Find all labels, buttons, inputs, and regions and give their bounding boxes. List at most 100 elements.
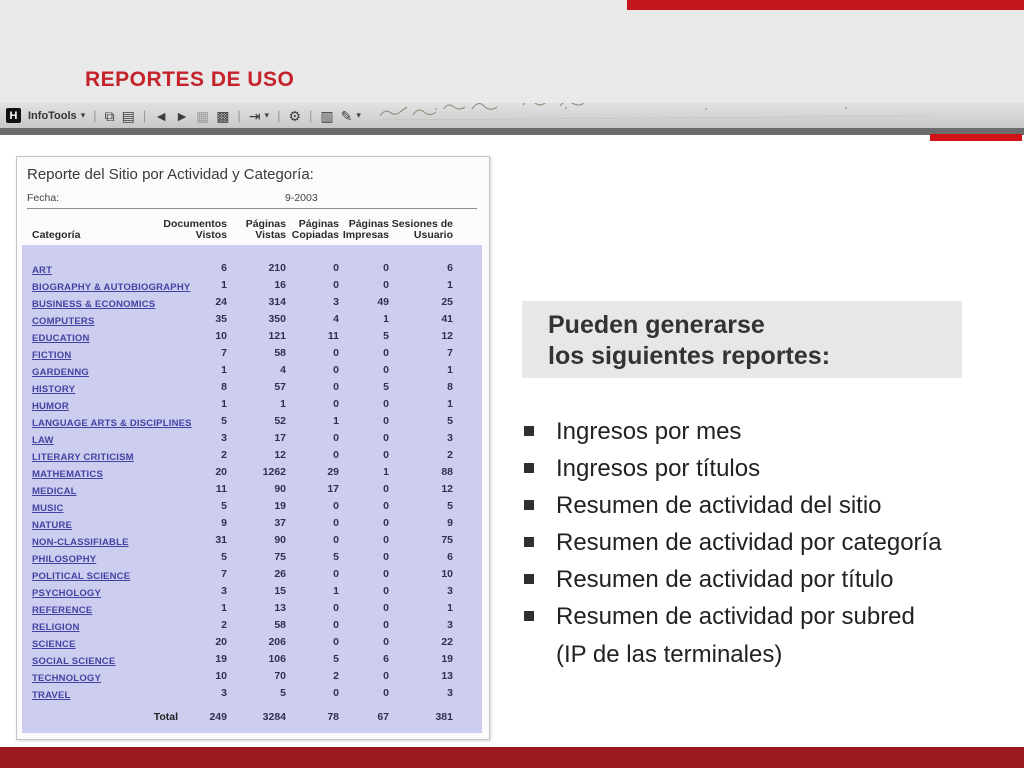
- documentos-vistos-value: 5: [221, 500, 227, 512]
- handwriting-decoration: [376, 103, 1018, 128]
- category-link[interactable]: MUSIC: [32, 503, 64, 514]
- bullet-square-icon: [524, 537, 534, 547]
- paginas-impresas-value: 49: [377, 296, 389, 308]
- bullet-items: Ingresos por mes Ingresos por títulos Re…: [524, 414, 994, 636]
- callout-line-1: Pueden generarse: [548, 311, 765, 339]
- documentos-vistos-value: 3: [221, 585, 227, 597]
- bullet-text: Ingresos por títulos: [556, 455, 761, 482]
- category-link[interactable]: FICTION: [32, 350, 72, 361]
- table-row: HUMOR 1 1 0 0 1: [22, 396, 482, 413]
- paginas-vistas-value: 17: [274, 432, 286, 444]
- category-link[interactable]: TECHNOLOGY: [32, 673, 102, 684]
- table-row: ART 6 210 0 0 6: [22, 260, 482, 277]
- tools-icon[interactable]: ⚙: [288, 107, 302, 124]
- paginas-impresas-value: 0: [383, 636, 389, 648]
- category-link[interactable]: NATURE: [32, 520, 73, 531]
- export-icon[interactable]: ⇥: [248, 107, 261, 124]
- category-link[interactable]: GARDENNG: [32, 367, 90, 378]
- table-row: LITERARY CRITICISM 2 12 0 0 2: [22, 447, 482, 464]
- paginas-vistas-value: 16: [274, 279, 286, 291]
- column-header-categoria: Categoría: [32, 229, 81, 241]
- sesiones-value: 6: [447, 551, 453, 563]
- category-link[interactable]: LANGUAGE ARTS & DISCIPLINES: [32, 418, 192, 429]
- paginas-copiadas-value: 0: [333, 347, 339, 359]
- pen-icon[interactable]: ✎: [340, 107, 353, 124]
- paginas-vistas-value: 58: [274, 347, 286, 359]
- table-row: COMPUTERS 35 350 4 1 41: [22, 311, 482, 328]
- category-link[interactable]: REFERENCE: [32, 605, 93, 616]
- category-link[interactable]: MATHEMATICS: [32, 469, 103, 480]
- bullet-continuation: (IP de las terminales): [556, 641, 783, 668]
- book-icon[interactable]: ▥: [320, 107, 334, 124]
- table-row: HISTORY 8 57 0 5 8: [22, 379, 482, 396]
- category-link[interactable]: POLITICAL SCIENCE: [32, 571, 131, 582]
- image-icon[interactable]: ▦: [195, 107, 210, 124]
- category-link[interactable]: COMPUTERS: [32, 316, 95, 327]
- paginas-copiadas-value: 1: [333, 585, 339, 597]
- sesiones-value: 22: [441, 636, 453, 648]
- bullet-square-icon: [524, 500, 534, 510]
- bullet-list: Ingresos por mes Ingresos por títulos Re…: [524, 414, 994, 673]
- slide-title: REPORTES DE USO: [85, 68, 295, 91]
- category-link[interactable]: LAW: [32, 435, 54, 446]
- copy-icon[interactable]: ⧉: [104, 107, 115, 124]
- paginas-impresas-value: 0: [383, 347, 389, 359]
- paginas-copiadas-value: 4: [333, 313, 339, 325]
- paginas-copiadas-value: 0: [333, 381, 339, 393]
- category-link[interactable]: TRAVEL: [32, 690, 71, 701]
- total-row: Total 249 3284 78 67 381: [22, 709, 482, 726]
- documentos-vistos-value: 24: [215, 296, 227, 308]
- paginas-impresas-value: 5: [383, 381, 389, 393]
- category-link[interactable]: BIOGRAPHY & AUTOBIOGRAPHY: [32, 282, 191, 293]
- category-link[interactable]: BUSINESS & ECONOMICS: [32, 299, 156, 310]
- sesiones-value: 75: [441, 534, 453, 546]
- sesiones-value: 3: [447, 619, 453, 631]
- paginas-vistas-value: 1262: [262, 466, 286, 478]
- category-link[interactable]: ART: [32, 265, 53, 276]
- category-link[interactable]: PSYCHOLOGY: [32, 588, 102, 599]
- category-link[interactable]: MEDICAL: [32, 486, 77, 497]
- category-link[interactable]: PHILOSOPHY: [32, 554, 97, 565]
- category-link[interactable]: HISTORY: [32, 384, 76, 395]
- paginas-vistas-value: 5: [280, 687, 286, 699]
- chevron-down-icon[interactable]: ▾: [80, 110, 86, 120]
- chevron-down-icon[interactable]: ▾: [264, 110, 270, 120]
- report-rows: ART 6 210 0 0 6 BIOGRAPHY & AUTOBIOGRAPH…: [22, 260, 482, 702]
- paginas-impresas-value: 0: [383, 602, 389, 614]
- category-link[interactable]: NON-CLASSIFIABLE: [32, 537, 129, 548]
- sesiones-value: 9: [447, 517, 453, 529]
- paginas-impresas-value: 0: [383, 619, 389, 631]
- bullet-text: Resumen de actividad por categoría: [556, 529, 942, 556]
- category-link[interactable]: SOCIAL SCIENCE: [32, 656, 116, 667]
- documentos-vistos-value: 11: [215, 483, 227, 495]
- paginas-copiadas-value: 0: [333, 449, 339, 461]
- documentos-vistos-value: 2: [221, 449, 227, 461]
- back-icon[interactable]: ◄: [154, 107, 169, 124]
- chevron-down-icon[interactable]: ▾: [356, 110, 361, 120]
- category-link[interactable]: EDUCATION: [32, 333, 90, 344]
- red-accent-bar: [930, 134, 1022, 141]
- documentos-vistos-value: 1: [221, 279, 227, 291]
- paginas-impresas-value: 0: [383, 687, 389, 699]
- table-row: NON-CLASSIFIABLE 31 90 0 0 75: [22, 532, 482, 549]
- category-link[interactable]: SCIENCE: [32, 639, 76, 650]
- table-header-row: Categoría Documentos Vistos Páginas Vist…: [32, 211, 480, 241]
- paginas-copiadas-value: 0: [333, 568, 339, 580]
- print-icon[interactable]: ▤: [121, 107, 135, 124]
- table-row: EDUCATION 10 121 11 5 12: [22, 328, 482, 345]
- category-link[interactable]: HUMOR: [32, 401, 69, 412]
- sesiones-value: 7: [447, 347, 453, 359]
- media-icon[interactable]: ▩: [216, 107, 230, 124]
- top-red-strip: [627, 0, 1024, 10]
- paginas-impresas-value: 0: [383, 483, 389, 495]
- column-header-documentos-vistos: Documentos Vistos: [163, 218, 227, 241]
- category-link[interactable]: RELIGION: [32, 622, 80, 633]
- sesiones-value: 12: [441, 330, 453, 342]
- forward-icon[interactable]: ►: [175, 107, 189, 124]
- documentos-vistos-value: 5: [221, 551, 227, 563]
- category-link[interactable]: LITERARY CRITICISM: [32, 452, 134, 463]
- documentos-vistos-value: 1: [221, 398, 227, 410]
- infotools-toolbar: H InfoTools ▾ | ⧉ ▤ | ◄ ► ▦ ▩ | ⇥ ▾ | ⚙ …: [0, 103, 1024, 128]
- paginas-vistas-value: 106: [268, 653, 286, 665]
- column-header-paginas-impresas: Páginas Impresas: [342, 218, 389, 241]
